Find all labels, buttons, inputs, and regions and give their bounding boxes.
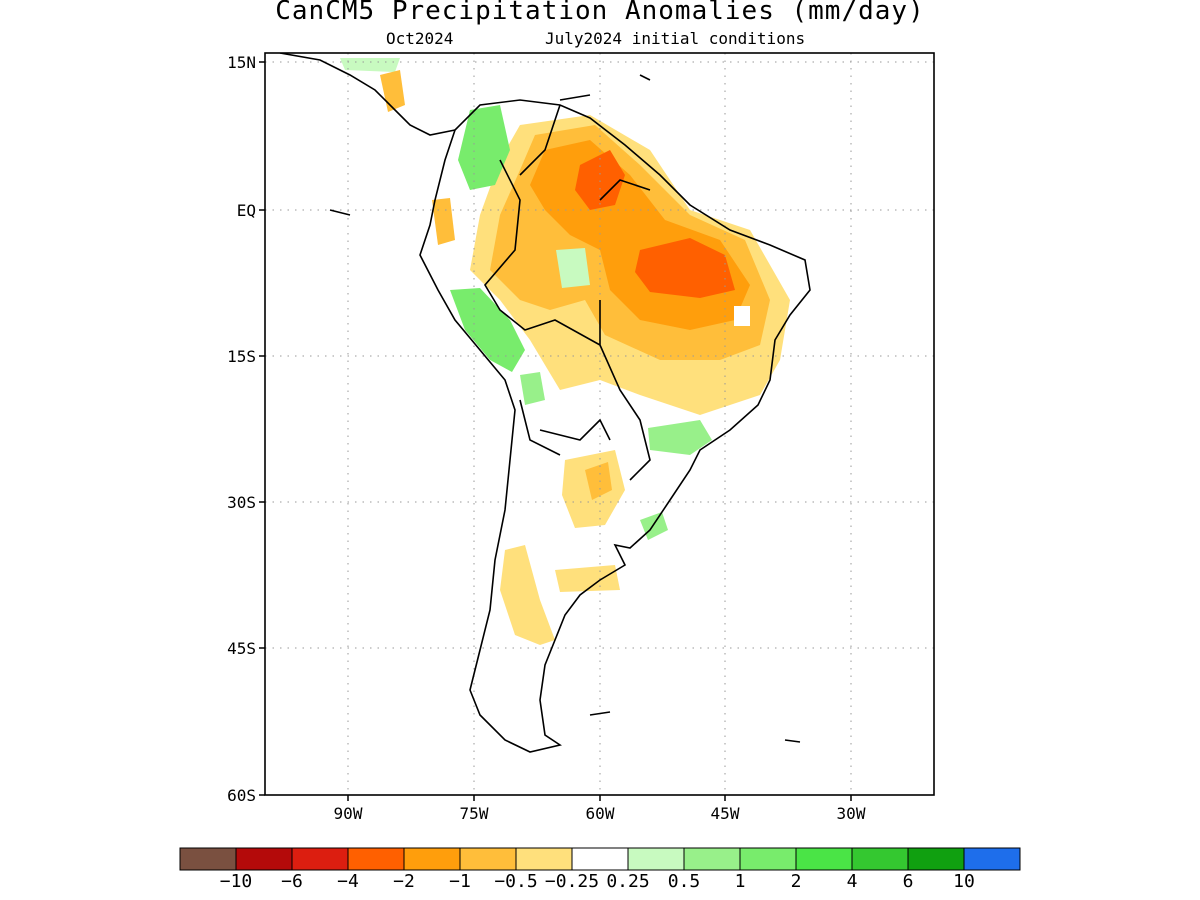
colorbar-tick-label: −10 bbox=[219, 871, 253, 892]
colorbar-swatch bbox=[907, 847, 965, 871]
wet-region-southeast-brazil bbox=[648, 420, 712, 455]
dry-region-pampas bbox=[555, 565, 620, 592]
colorbar-tick-label: 0.5 bbox=[667, 871, 701, 892]
colorbar-swatch bbox=[515, 847, 573, 871]
colorbar-tick-label: −0.25 bbox=[544, 871, 600, 892]
colorbar-swatch bbox=[683, 847, 741, 871]
colorbar-tick-label: −0.5 bbox=[494, 871, 538, 892]
colorbar-swatch bbox=[963, 847, 1021, 871]
lon-tick-label: 60W bbox=[586, 804, 615, 823]
chart-title: CanCM5 Precipitation Anomalies (mm/day) bbox=[275, 0, 925, 26]
colorbar-tick-label: −4 bbox=[337, 871, 359, 892]
dry-region-argentina-core bbox=[585, 462, 612, 500]
coastlines bbox=[279, 53, 811, 753]
missing-data-patch bbox=[734, 306, 750, 326]
lon-tick-label: 45W bbox=[711, 804, 740, 823]
initial-conditions-label: July2024 initial conditions bbox=[545, 29, 806, 48]
lat-tick-label: 15S bbox=[227, 347, 256, 366]
wet-region-peru bbox=[450, 288, 525, 372]
colorbar-swatch bbox=[291, 847, 349, 871]
lat-tick-label: EQ bbox=[237, 201, 256, 220]
dry-region-peak-east bbox=[635, 238, 735, 298]
axis-ticks: 15N EQ 15S 30S 45S 60S 90W 75W 60W 45W 30W bbox=[227, 53, 866, 823]
colorbar-swatch bbox=[851, 847, 909, 871]
lat-tick-label: 60S bbox=[227, 786, 256, 805]
lat-tick-label: 15N bbox=[227, 53, 256, 72]
colorbar-swatch bbox=[347, 847, 405, 871]
colorbar-tick-label: 10 bbox=[953, 871, 975, 892]
dry-region-ecuador bbox=[432, 198, 455, 245]
dry-region-central-america bbox=[380, 70, 405, 112]
lon-tick-label: 90W bbox=[334, 804, 363, 823]
wet-region-colombia bbox=[458, 105, 510, 190]
caribbean-islands bbox=[329, 74, 801, 743]
lat-tick-label: 30S bbox=[227, 493, 256, 512]
colorbar-swatch bbox=[179, 847, 237, 871]
south-america-outline bbox=[419, 99, 811, 753]
lat-tick-label: 45S bbox=[227, 639, 256, 658]
colorbar-tick-label: −2 bbox=[393, 871, 415, 892]
lon-tick-label: 30W bbox=[837, 804, 866, 823]
colorbar-swatch bbox=[795, 847, 853, 871]
wet-region-central-brazil bbox=[556, 248, 590, 288]
lon-tick-label: 75W bbox=[460, 804, 489, 823]
colorbar-swatch bbox=[459, 847, 517, 871]
colorbar-swatch bbox=[739, 847, 797, 871]
forecast-month: Oct2024 bbox=[386, 29, 454, 48]
colorbar-tick-label: 4 bbox=[846, 871, 858, 892]
dry-region-peak-north bbox=[575, 150, 625, 210]
central-america-outline bbox=[279, 53, 456, 136]
wet-region-bolivia bbox=[520, 372, 545, 405]
colorbar-tick-label: 2 bbox=[790, 871, 802, 892]
anomaly-shading bbox=[340, 58, 790, 645]
wet-region-central-america bbox=[340, 58, 400, 72]
dry-region-patagonia bbox=[500, 545, 555, 645]
colorbar bbox=[179, 847, 1021, 871]
colorbar-swatch bbox=[235, 847, 293, 871]
colorbar-tick-label: 6 bbox=[902, 871, 914, 892]
colorbar-tick-label: −1 bbox=[449, 871, 471, 892]
colorbar-tick-label: 1 bbox=[734, 871, 746, 892]
colorbar-swatch bbox=[403, 847, 461, 871]
colorbar-swatch bbox=[571, 847, 629, 871]
country-borders bbox=[484, 104, 651, 481]
colorbar-swatch bbox=[627, 847, 685, 871]
colorbar-tick-label: −6 bbox=[281, 871, 303, 892]
colorbar-tick-label: 0.25 bbox=[606, 871, 650, 892]
